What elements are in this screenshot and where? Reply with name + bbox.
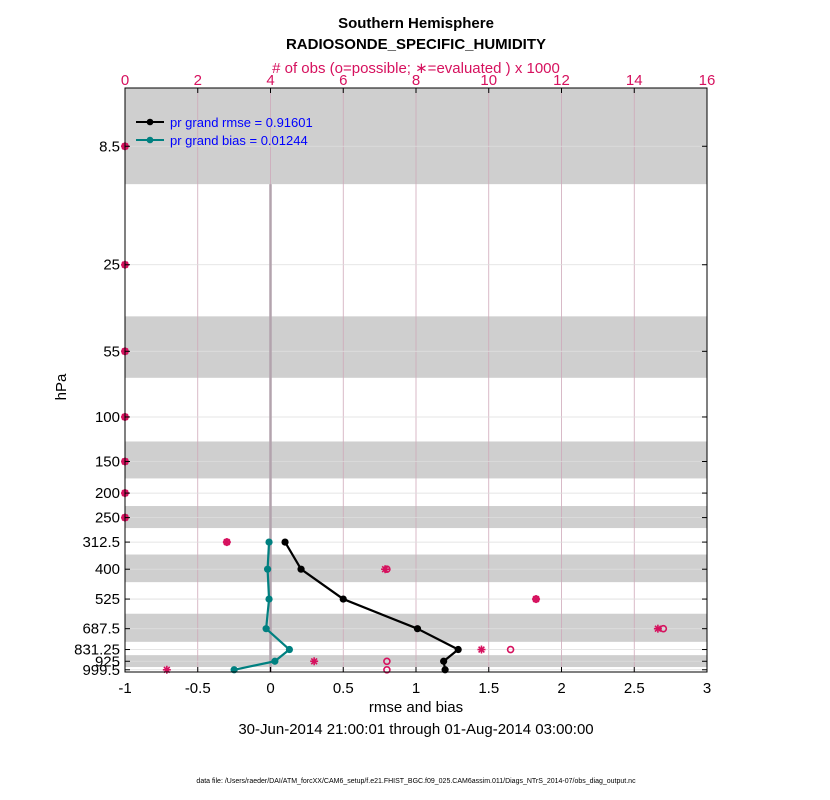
obs-evaluated-stroke (223, 538, 231, 546)
y-tick-label: 200 (95, 485, 120, 502)
obs-evaluated-stroke (310, 657, 318, 665)
top-tick-label: 12 (553, 72, 570, 89)
bias-data-point (271, 657, 279, 665)
bias-data-point (262, 625, 270, 633)
top-tick-label: 14 (626, 72, 643, 89)
y-tick-label: 100 (95, 409, 120, 426)
obs-evaluated-stroke (532, 595, 540, 603)
chart-subtitle: RADIOSONDE_SPECIFIC_HUMIDITY (286, 36, 546, 53)
top-tick-label: 0 (121, 72, 129, 89)
rmse-data-point (297, 565, 305, 573)
y-tick-label: 400 (95, 561, 120, 578)
legend-rmse-label: pr grand rmse = 0.91601 (170, 115, 313, 130)
bias-data-point (263, 565, 272, 573)
x-tick-label: -1 (118, 680, 131, 697)
top-tick-label: 2 (194, 72, 202, 89)
obs-evaluated-marker (653, 624, 662, 633)
top-tick-label: 16 (699, 72, 716, 89)
bias-data-point (285, 645, 294, 654)
bias-data-point (265, 538, 273, 546)
obs-evaluated-marker (162, 665, 171, 674)
top-tick-label: 4 (266, 72, 274, 89)
x-tick-label: 0 (266, 680, 274, 697)
x-tick-label: -0.5 (185, 680, 211, 697)
axis-ticks: -1 -0.5 0 0.5 1 1.5 2 2.5 3 0 2 4 6 8 10 12 14 16 8.5 25 55 1… (74, 72, 715, 697)
obs-evaluated-stroke (654, 625, 662, 633)
rmse-data-point (413, 625, 422, 633)
y-tick-label: 999.5 (82, 662, 120, 679)
obs-evaluated-stroke (478, 646, 485, 653)
y-tick-label: 250 (95, 510, 120, 527)
obs-evaluated-marker (310, 657, 319, 666)
data-file-footnote: data file: /Users/raeder/DAI/ATM_forcXX/… (196, 778, 636, 785)
legend: pr grand rmse = 0.91601 pr grand bias = … (136, 115, 313, 148)
y-axis-label: hPa (53, 373, 70, 400)
y-tick-label: 687.5 (82, 621, 120, 638)
obs-evaluated-marker (222, 538, 231, 547)
obs-evaluated-marker (381, 565, 390, 574)
date-range: 30-Jun-2014 21:00:01 through 01-Aug-2014… (238, 721, 593, 738)
obs-evaluated-stroke (381, 565, 389, 573)
x-tick-label: 0.5 (333, 680, 354, 697)
top-tick-label: 6 (339, 72, 347, 89)
legend-bias-marker (146, 136, 154, 144)
y-tick-label: 55 (103, 343, 120, 360)
obs-evaluated-marker (532, 595, 541, 604)
x-tick-label: 1 (412, 680, 420, 697)
top-tick-label: 10 (480, 72, 497, 89)
obs-evaluated-marker (477, 645, 486, 654)
legend-rmse-marker (146, 118, 154, 126)
y-tick-label: 525 (95, 591, 120, 608)
y-tick-label: 831.25 (74, 642, 120, 659)
rmse-data-point (339, 595, 347, 603)
y-tick-label: 8.5 (99, 138, 120, 155)
x-tick-label: 2.5 (624, 680, 645, 697)
top-tick-label: 8 (412, 72, 420, 89)
x-axis-label: rmse and bias (369, 699, 463, 716)
y-tick-label: 150 (95, 453, 120, 470)
x-tick-label: 3 (703, 680, 711, 697)
y-tick-label: 312.5 (82, 534, 120, 551)
x-tick-label: 1.5 (478, 680, 499, 697)
legend-bias-label: pr grand bias = 0.01244 (170, 133, 308, 148)
rmse-data-point (440, 657, 448, 665)
rmse-data-point (454, 645, 462, 654)
obs-possible-marker (383, 657, 391, 666)
obs-possible-marker (383, 665, 391, 674)
obs-possible-marker (506, 645, 515, 654)
y-tick-label: 925 (95, 653, 120, 670)
rmse-data-point (281, 538, 289, 546)
bias-data-point (265, 595, 273, 603)
chart-title: Southern Hemisphere (338, 15, 494, 32)
top-axis-label: # of obs (o=possible; ∗=evaluated ) x 10… (272, 60, 560, 77)
y-tick-label: 25 (103, 257, 120, 274)
x-tick-label: 2 (557, 680, 565, 697)
